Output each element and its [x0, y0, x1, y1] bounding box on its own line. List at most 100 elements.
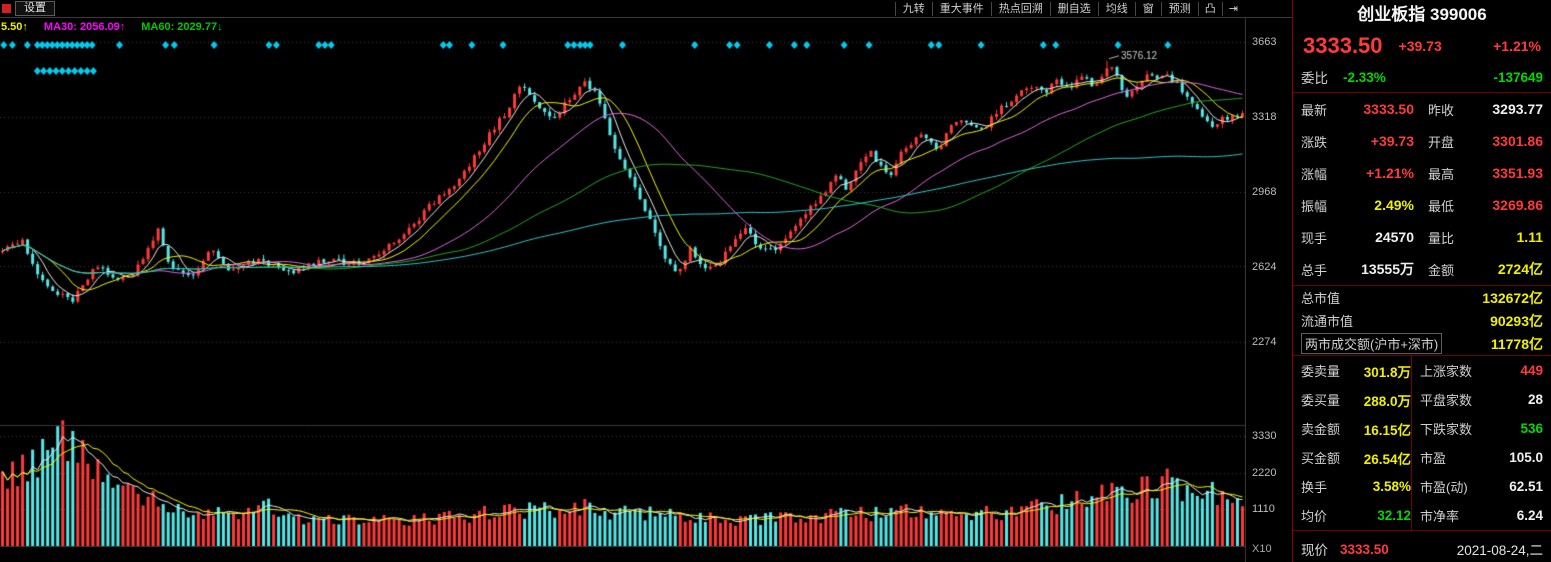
- divider: [1293, 530, 1551, 531]
- quote-cell: 市盈(动) 62.51: [1411, 472, 1551, 501]
- axis-label: 2274: [1252, 336, 1277, 348]
- jump-latest-icon[interactable]: ⇥: [1221, 1, 1244, 16]
- toolbar-item[interactable]: 重大事件: [931, 1, 991, 16]
- field-label: 总手: [1301, 262, 1328, 278]
- field-label: 两市成交额(沪市+深市): [1301, 333, 1443, 354]
- field-label: 昨收: [1428, 102, 1455, 118]
- axis-label: 2220: [1252, 467, 1277, 479]
- field-label: 涨幅: [1301, 166, 1328, 182]
- field-label: 涨跌: [1301, 134, 1328, 150]
- price-axis: 3663 3318 2968 2624 2274 3330 2220 1110 …: [1250, 0, 1290, 562]
- field-value: 536: [1520, 421, 1543, 436]
- field-value: 288.0万: [1363, 393, 1411, 409]
- field-value: 32.12: [1377, 508, 1411, 523]
- price-row: 3333.50 +39.73 +1.21%: [1293, 30, 1551, 62]
- field-value: 26.54亿: [1363, 451, 1411, 467]
- quote-row: 委买量 288.0万 平盘家数 28: [1293, 385, 1551, 414]
- field-value: 132672亿: [1482, 289, 1543, 306]
- toolbar-item[interactable]: 预测: [1160, 1, 1198, 16]
- current-price-row: 现价 3333.50 2021-08-24,二: [1293, 536, 1551, 562]
- candlestick-chart-canvas[interactable]: [0, 0, 1246, 562]
- axis-label: 3318: [1252, 111, 1277, 123]
- toolbar-item[interactable]: 删自选: [1049, 1, 1098, 16]
- quote-detail-rows: 委卖量 301.8万 上涨家数 449 委买量 288.0万 平盘家数 28 卖金额 16.15亿…: [1293, 356, 1551, 530]
- top-toolbar: 设置 九转 重大事件 热点回溯 删自选 均线窗预测凸 ⇥: [0, 0, 1292, 18]
- field-label: 现手: [1301, 230, 1328, 246]
- quote-cell: 市盈 105.0: [1411, 443, 1551, 472]
- price-change: +39.73: [1398, 38, 1442, 54]
- field-label: 流通市值: [1301, 314, 1354, 329]
- weibi-label: 委比: [1301, 71, 1328, 86]
- toolbar-item[interactable]: 热点回溯: [990, 1, 1050, 16]
- field-value: 62.51: [1509, 479, 1543, 494]
- quote-cell: 委买量 288.0万: [1293, 385, 1411, 414]
- quote-row: 买金额 26.54亿 市盈 105.0: [1293, 443, 1551, 472]
- field-label: 最低: [1428, 198, 1455, 214]
- ma-label: 5.50↑: [1, 21, 28, 33]
- axis-label: 2624: [1252, 261, 1277, 273]
- ma-label: MA60: 2029.77↓: [141, 21, 223, 33]
- app-marker-icon: [2, 4, 11, 13]
- current-price-label: 现价: [1301, 543, 1328, 558]
- axis-label: 1110: [1252, 503, 1275, 515]
- quote-row: 委卖量 301.8万 上涨家数 449: [1293, 356, 1551, 385]
- quote-row: 卖金额 16.15亿 下跌家数 536: [1293, 414, 1551, 443]
- field-label: 最高: [1428, 166, 1455, 182]
- quote-panel: 创业板指 399006 3333.50 +39.73 +1.21% 委比 -2.…: [1292, 0, 1551, 562]
- last-price: 3333.50: [1303, 33, 1383, 58]
- field-value: +39.73: [1370, 133, 1414, 149]
- divider: [1293, 355, 1551, 356]
- field-label: 买金额: [1301, 451, 1341, 466]
- quote-row: 涨跌 +39.73 开盘 3301.86: [1293, 125, 1551, 157]
- field-label: 委买量: [1301, 393, 1341, 408]
- weibi-row: 委比 -2.33% -137649: [1293, 62, 1551, 92]
- field-value: 6.24: [1516, 508, 1543, 523]
- quote-row: 涨幅 +1.21% 最高 3351.93: [1293, 157, 1551, 189]
- quote-cell: 买金额 26.54亿: [1293, 443, 1411, 472]
- divider: [1293, 92, 1551, 93]
- quote-row: 换手 3.58% 市盈(动) 62.51: [1293, 472, 1551, 501]
- price-change-pct: +1.21%: [1493, 38, 1541, 54]
- field-value: 105.0: [1509, 450, 1543, 465]
- field-label: 市净率: [1420, 509, 1460, 524]
- field-label: 平盘家数: [1420, 393, 1473, 408]
- field-value: 16.15亿: [1363, 422, 1411, 438]
- quote-cell: 平盘家数 28: [1411, 385, 1551, 414]
- field-value: 2724亿: [1497, 261, 1543, 277]
- quote-cell: 均价 32.12: [1293, 501, 1411, 530]
- toolbar-item[interactable]: 九转: [894, 1, 932, 16]
- quote-cell: 市净率 6.24: [1411, 501, 1551, 530]
- toolbar-item[interactable]: 窗: [1134, 1, 1161, 16]
- quote-cell: 上涨家数 449: [1411, 356, 1551, 385]
- field-value: 3301.86: [1492, 133, 1543, 149]
- quote-row: 现手 24570 量比 1.11: [1293, 221, 1551, 253]
- field-label: 市盈(动): [1420, 480, 1468, 495]
- weicha-value: -137649: [1493, 69, 1543, 85]
- index-title: 创业板指 399006: [1357, 5, 1487, 24]
- ma-label: MA30: 2056.09↑: [43, 21, 126, 33]
- field-value: 11778亿: [1490, 335, 1543, 352]
- quote-main-rows: 最新 3333.50 昨收 3293.77 涨跌 +39.73 开盘 3301.86 涨幅 +1.…: [1293, 93, 1551, 285]
- field-label: 换手: [1301, 480, 1328, 495]
- quote-row: 流通市值 90293亿: [1293, 309, 1551, 332]
- quote-cell: 下跌家数 536: [1411, 414, 1551, 443]
- field-label: 振幅: [1301, 198, 1328, 214]
- quote-cell: 委卖量 301.8万: [1293, 356, 1411, 385]
- quote-row: 振幅 2.49% 最低 3269.86: [1293, 189, 1551, 221]
- divider: [1293, 285, 1551, 286]
- field-label: 上涨家数: [1420, 364, 1473, 379]
- quote-row: 均价 32.12 市净率 6.24: [1293, 501, 1551, 530]
- settings-button[interactable]: 设置: [15, 1, 55, 16]
- date-label: 2021-08-24,二: [1456, 543, 1543, 558]
- window-mode-icon[interactable]: 凸: [1197, 1, 1222, 16]
- toolbar-item[interactable]: 均线: [1097, 1, 1135, 16]
- quote-row: 两市成交额(沪市+深市) 11778亿: [1293, 332, 1551, 355]
- quote-row: 总市值 132672亿: [1293, 286, 1551, 309]
- field-value: 2.49%: [1374, 197, 1414, 213]
- volume-unit-label: X10: [1252, 543, 1272, 555]
- axis-label: 3663: [1252, 36, 1277, 48]
- field-label: 总市值: [1301, 291, 1341, 306]
- field-value: 28: [1527, 392, 1543, 407]
- field-value: 24570: [1375, 229, 1414, 245]
- field-value: 1.11: [1516, 229, 1543, 245]
